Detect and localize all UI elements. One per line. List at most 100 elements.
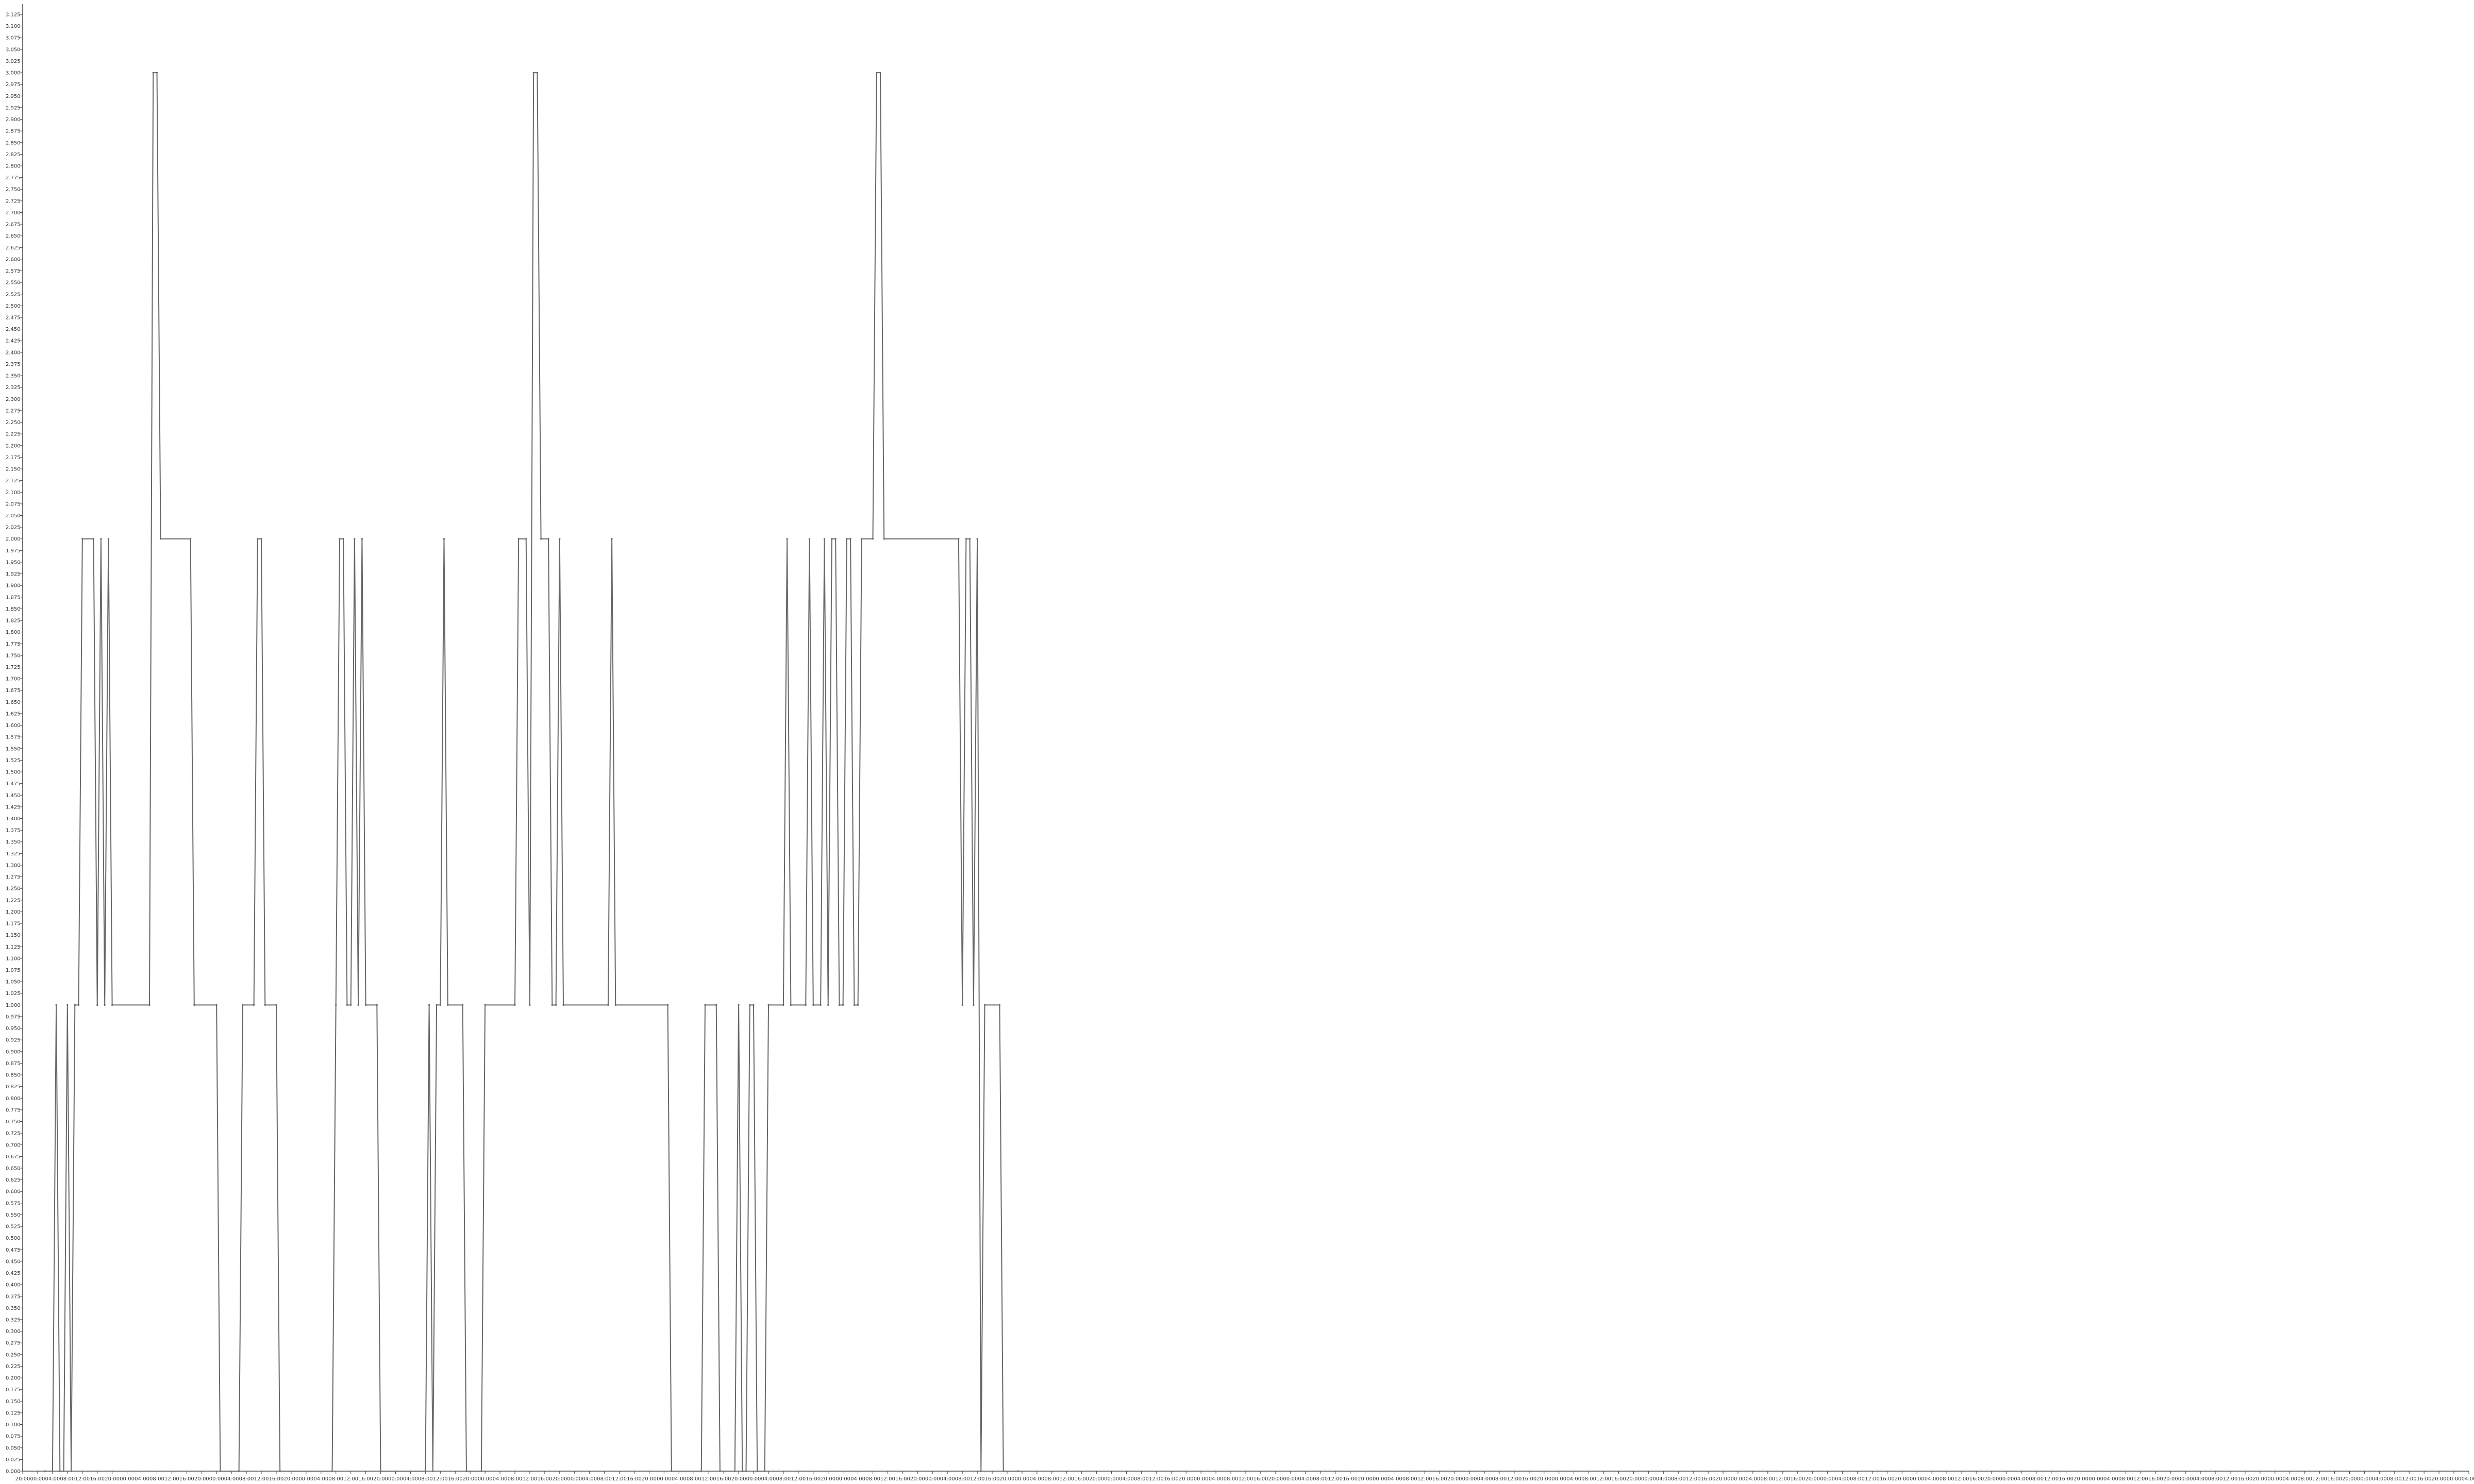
x-tick-label: 20:00 bbox=[1358, 1476, 1373, 1482]
x-tick-label: 12:00 bbox=[2044, 1476, 2059, 1482]
x-tick-label: 16:00 bbox=[358, 1476, 373, 1482]
x-tick-label: 00:00 bbox=[746, 1476, 761, 1482]
data-point bbox=[767, 1004, 770, 1006]
y-tick-label: 1.650 bbox=[6, 700, 21, 705]
y-tick-label: 1.725 bbox=[6, 665, 21, 670]
x-tick-label: 04:00 bbox=[403, 1476, 418, 1482]
y-tick-label: 1.950 bbox=[6, 560, 21, 565]
x-tick-label: 20:00 bbox=[2252, 1476, 2267, 1482]
y-tick-label: 2.925 bbox=[6, 105, 21, 111]
x-tick-label: 12:00 bbox=[1775, 1476, 1790, 1482]
data-point bbox=[357, 1004, 359, 1006]
x-tick-label: 20:00 bbox=[1716, 1476, 1731, 1482]
data-point bbox=[96, 1004, 98, 1006]
x-tick-label: 08:00 bbox=[597, 1476, 612, 1482]
y-tick-label: 2.675 bbox=[6, 222, 21, 228]
x-tick-label: 16:00 bbox=[2417, 1476, 2432, 1482]
data-point bbox=[462, 1004, 464, 1006]
x-tick-label: 00:00 bbox=[30, 1476, 45, 1482]
x-tick-label: 16:00 bbox=[1701, 1476, 1716, 1482]
x-tick-label: 00:00 bbox=[657, 1476, 672, 1482]
x-tick-label: 00:00 bbox=[1820, 1476, 1835, 1482]
y-tick-label: 2.300 bbox=[6, 397, 21, 402]
y-tick-label: 0.825 bbox=[6, 1084, 21, 1090]
data-point bbox=[1017, 1470, 1019, 1472]
x-tick-label: 12:00 bbox=[1954, 1476, 1969, 1482]
y-tick-label: 0.300 bbox=[6, 1329, 21, 1335]
x-tick-label: 04:00 bbox=[1029, 1476, 1044, 1482]
y-tick-label: 2.400 bbox=[6, 350, 21, 356]
x-tick-label: 16:00 bbox=[1611, 1476, 1626, 1482]
data-point bbox=[52, 1470, 54, 1472]
y-tick-label: 0.425 bbox=[6, 1271, 21, 1276]
data-point bbox=[715, 1004, 717, 1006]
y-tick-label: 2.625 bbox=[6, 245, 21, 251]
y-tick-label: 0.850 bbox=[6, 1073, 21, 1078]
x-tick-label: 12:00 bbox=[75, 1476, 90, 1482]
data-point bbox=[160, 538, 162, 540]
x-tick-label: 04:00 bbox=[940, 1476, 955, 1482]
x-tick-label: 04:00 bbox=[1209, 1476, 1224, 1482]
x-tick-label: 00:00 bbox=[120, 1476, 135, 1482]
y-tick-label: 0.600 bbox=[6, 1189, 21, 1195]
data-point bbox=[346, 1004, 348, 1006]
y-tick-label: 2.025 bbox=[6, 525, 21, 531]
data-point bbox=[447, 1004, 449, 1006]
x-tick-label: 08:00 bbox=[418, 1476, 433, 1482]
x-tick-label: 08:00 bbox=[239, 1476, 254, 1482]
y-tick-label: 1.925 bbox=[6, 571, 21, 577]
x-tick-label: 20:00 bbox=[1447, 1476, 1462, 1482]
data-point bbox=[667, 1004, 669, 1006]
data-point bbox=[805, 1004, 807, 1006]
x-tick-label: 12:00 bbox=[433, 1476, 448, 1482]
y-tick-label: 1.700 bbox=[6, 677, 21, 682]
x-tick-label: 16:00 bbox=[627, 1476, 642, 1482]
x-tick-label: 08:00 bbox=[2029, 1476, 2044, 1482]
y-tick-label: 1.000 bbox=[6, 1003, 21, 1008]
y-tick-label: 1.850 bbox=[6, 606, 21, 612]
y-tick-label: 2.125 bbox=[6, 478, 21, 484]
x-tick-label: 12:00 bbox=[1417, 1476, 1432, 1482]
data-point bbox=[961, 1004, 963, 1006]
y-tick-label: 0.275 bbox=[6, 1341, 21, 1346]
data-point bbox=[424, 1470, 427, 1472]
x-tick-label: 04:00 bbox=[1835, 1476, 1850, 1482]
y-tick-label: 1.250 bbox=[6, 886, 21, 892]
y-tick-label: 0.350 bbox=[6, 1306, 21, 1311]
x-tick-label: 08:00 bbox=[1402, 1476, 1417, 1482]
x-tick-label: 20:00 bbox=[1895, 1476, 1910, 1482]
x-tick-label: 00:00 bbox=[2357, 1476, 2372, 1482]
data-point bbox=[339, 538, 341, 540]
y-tick-label: 0.650 bbox=[6, 1166, 21, 1171]
data-point bbox=[275, 1004, 277, 1006]
y-tick-label: 0.550 bbox=[6, 1212, 21, 1218]
data-point bbox=[253, 1004, 255, 1006]
x-tick-label: 16:00 bbox=[806, 1476, 821, 1482]
y-tick-label: 1.275 bbox=[6, 874, 21, 880]
data-point bbox=[465, 1470, 467, 1472]
data-point bbox=[846, 538, 848, 540]
data-point bbox=[74, 1004, 76, 1006]
data-point bbox=[614, 1004, 616, 1006]
x-tick-label: 04:00 bbox=[672, 1476, 687, 1482]
x-tick-label: 20:00 bbox=[105, 1476, 120, 1482]
data-point bbox=[704, 1004, 706, 1006]
x-tick-label: 12:00 bbox=[254, 1476, 269, 1482]
data-point bbox=[361, 538, 363, 540]
data-point bbox=[827, 1004, 829, 1006]
x-tick-label: 12:00 bbox=[880, 1476, 895, 1482]
y-tick-label: 0.225 bbox=[6, 1364, 21, 1370]
x-tick-label: 20:00 bbox=[1268, 1476, 1283, 1482]
data-point bbox=[350, 1004, 352, 1006]
data-point bbox=[756, 1470, 758, 1472]
y-tick-label: 0.750 bbox=[6, 1119, 21, 1125]
y-tick-label: 1.125 bbox=[6, 945, 21, 950]
x-tick-label: 04:00 bbox=[761, 1476, 776, 1482]
x-tick-label: 12:00 bbox=[970, 1476, 985, 1482]
y-tick-label: 0.525 bbox=[6, 1224, 21, 1230]
data-point bbox=[81, 538, 83, 540]
y-tick-label: 2.000 bbox=[6, 536, 21, 542]
data-point bbox=[536, 72, 538, 74]
x-tick-label: 20:00 bbox=[1626, 1476, 1641, 1482]
